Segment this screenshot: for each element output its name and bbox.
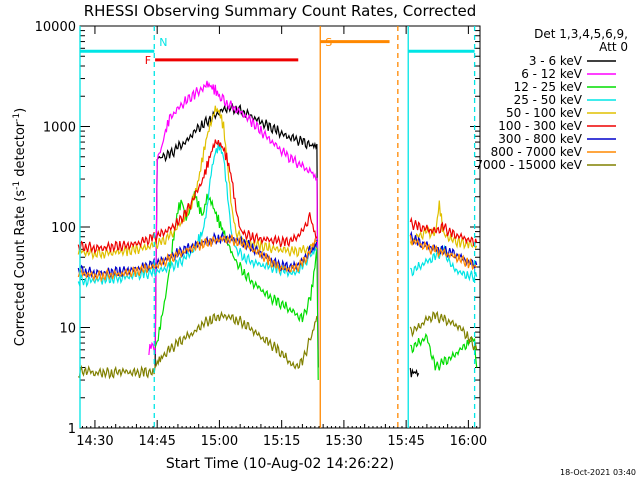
plot-area: NSF bbox=[77, 25, 481, 429]
legend-label: 25 - 50 keV bbox=[514, 93, 583, 107]
x-tick-label: 14:45 bbox=[138, 434, 175, 449]
series-line-late-7 bbox=[409, 310, 478, 351]
series-line-late-3 bbox=[409, 200, 478, 250]
legend-header-line1: Det 1,3,4,5,6,9, bbox=[534, 27, 628, 41]
y-tick-label: 10 bbox=[59, 322, 76, 337]
series-line-8 bbox=[77, 310, 318, 380]
chart-title: RHESSI Observing Summary Count Rates, Co… bbox=[84, 2, 477, 20]
legend-label: 7000 - 15000 keV bbox=[475, 158, 582, 172]
x-tick-label: 16:00 bbox=[450, 434, 487, 449]
legend-label: 800 - 7000 keV bbox=[491, 145, 583, 159]
legend-label: 50 - 100 keV bbox=[506, 106, 583, 120]
marker-group: NSF bbox=[79, 26, 476, 428]
y-tick-label: 10000 bbox=[35, 20, 76, 35]
x-axis-label: Start Time (10-Aug-02 14:26:22) bbox=[166, 456, 394, 472]
x-tick-label: 15:00 bbox=[201, 434, 238, 449]
x-tick-label: 14:30 bbox=[76, 434, 113, 449]
x-tick-label: 15:45 bbox=[387, 434, 424, 449]
legend-label: 6 - 12 keV bbox=[521, 67, 583, 81]
series-line-5 bbox=[77, 139, 318, 254]
y-axis-label: Corrected Count Rate (s-1 detector-1) bbox=[12, 108, 28, 346]
interval-bar-label: F bbox=[145, 54, 151, 67]
legend-header-line2: Att 0 bbox=[599, 40, 628, 54]
y-axis-label-main: Corrected Count Rate (s bbox=[13, 190, 28, 347]
y-axis-label-end: ) bbox=[13, 108, 28, 113]
y-tick-label: 100 bbox=[51, 221, 76, 236]
x-tick-labels: 14:30 14:45 15:00 15:15 15:30 15:45 16:00 bbox=[76, 434, 487, 449]
legend-label: 300 - 800 keV bbox=[498, 132, 582, 146]
x-tick-label: 15:15 bbox=[263, 434, 300, 449]
series-line-4 bbox=[77, 105, 318, 261]
y-tick-label: 1 bbox=[68, 422, 76, 437]
x-tick-label: 15:30 bbox=[325, 434, 362, 449]
series-line-late-6 bbox=[409, 234, 478, 271]
series-line-7 bbox=[77, 234, 318, 283]
y-tick-label: 1000 bbox=[43, 121, 76, 136]
legend-label: 3 - 6 keV bbox=[529, 54, 583, 68]
legend-label: 100 - 300 keV bbox=[498, 119, 582, 133]
axis-ticks bbox=[80, 25, 480, 429]
y-tick-labels: 1 10 100 1000 10000 bbox=[35, 20, 76, 437]
y-axis-label-sup2: -1 bbox=[12, 113, 22, 122]
marker-label: N bbox=[159, 36, 167, 49]
y-axis-label-mid: detector bbox=[13, 121, 28, 181]
series-line-late-0 bbox=[409, 367, 420, 378]
series-line-late-1 bbox=[410, 332, 478, 371]
y-axis-label-sup1: -1 bbox=[12, 181, 22, 190]
series-line-late-4 bbox=[409, 216, 478, 247]
series-group bbox=[77, 80, 478, 381]
legend-label: 12 - 25 keV bbox=[514, 80, 583, 94]
series-line-1 bbox=[148, 80, 319, 356]
series-line-2 bbox=[154, 191, 319, 381]
series-line-3 bbox=[77, 141, 318, 288]
date-stamp: 18-Oct-2021 03:40 bbox=[560, 468, 636, 477]
